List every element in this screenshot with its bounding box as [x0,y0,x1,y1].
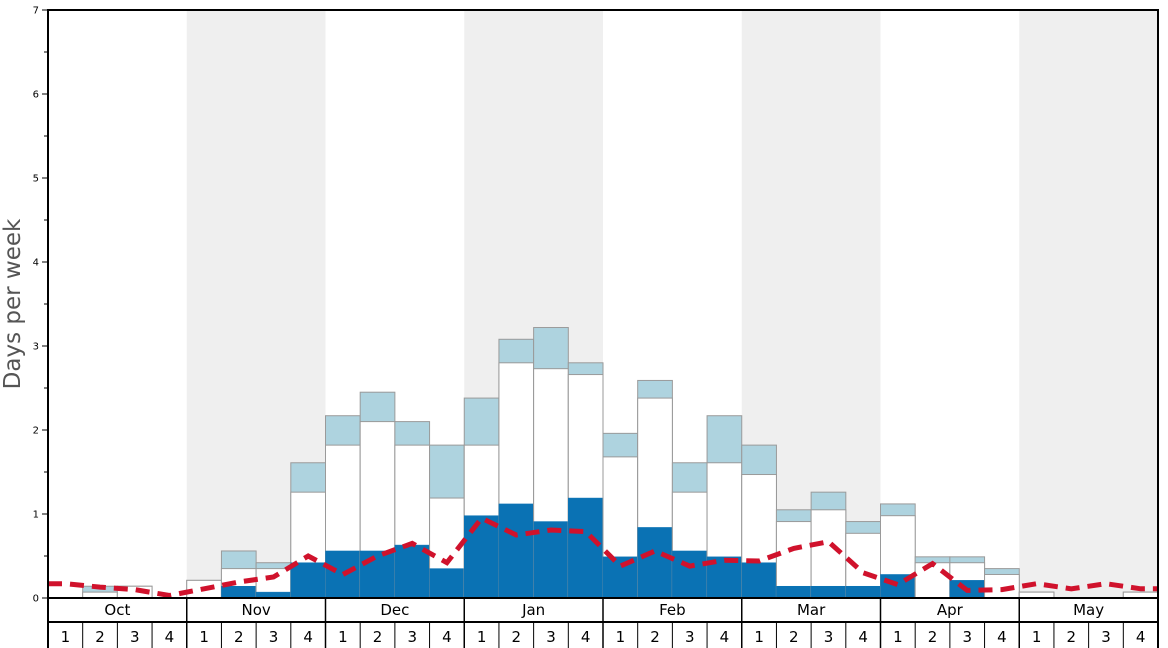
week-label: 4 [1136,628,1146,646]
week-label: 4 [303,628,313,646]
week-label: 4 [165,628,175,646]
month-label-dec: Dec [380,601,409,619]
bar-lower [498,503,534,599]
axes [42,9,1159,648]
y-tick-label: 5 [33,174,39,185]
week-label: 4 [858,628,868,646]
week-label: 3 [130,628,140,646]
bar-middle [810,509,847,599]
week-label: 1 [1032,628,1042,646]
week-label: 4 [581,628,591,646]
week-label: 3 [685,628,695,646]
week-label: 4 [442,628,452,646]
week-label: 3 [962,628,972,646]
week-label: 2 [234,628,244,646]
bar-lower [359,550,396,599]
bar-lower [429,568,465,599]
bar-lower [810,585,847,599]
bar-lower [325,550,361,599]
month-label-oct: Oct [104,601,130,619]
week-label: 2 [650,628,660,646]
y-tick-label: 2 [33,426,39,437]
y-tick-label: 7 [33,6,39,17]
week-label: 4 [997,628,1007,646]
week-label: 3 [407,628,417,646]
axis-labels: Oct Nov Dec Jan Feb Mar Apr May 1 2 3 4 1 2 3 4 1 2 3 4 1 2 3 4… [0,6,1145,647]
month-label-nov: Nov [241,601,270,619]
bar-middle [914,562,951,599]
y-tick-label: 6 [33,90,39,101]
average-line [48,515,1158,599]
week-label: 3 [269,628,279,646]
bar-lower [290,562,326,599]
week-label: 2 [928,628,938,646]
week-label: 1 [338,628,348,646]
month-label-feb: Feb [659,601,686,619]
bar-lower [741,562,777,599]
month-label-mar: Mar [797,601,826,619]
week-label: 4 [720,628,730,646]
month-label-apr: Apr [937,601,964,619]
week-label: 1 [893,628,903,646]
bar-lower [637,527,673,599]
y-tick-label: 3 [33,342,39,353]
week-label: 3 [824,628,834,646]
week-label: 2 [512,628,522,646]
bar-middle [775,521,812,599]
week-label: 1 [61,628,71,646]
month-shading [186,10,1158,598]
bar-lower [845,585,881,599]
week-label: 1 [199,628,209,646]
y-tick-label: 0 [33,594,39,605]
week-label: 2 [95,628,105,646]
bar-lower [568,497,604,599]
bar-lower [221,585,257,599]
y-tick-label: 4 [33,258,39,269]
y-axis-title: Days per week [0,218,26,389]
month-label-jan: Jan [521,601,545,619]
week-label: 1 [477,628,487,646]
week-label: 2 [789,628,799,646]
bar-lower [776,585,812,599]
week-label: 2 [373,628,383,646]
week-label: 1 [616,628,626,646]
week-label: 2 [1067,628,1077,646]
month-label-may: May [1073,601,1104,619]
bar-lower [464,515,500,599]
week-label: 1 [754,628,764,646]
week-label: 3 [546,628,556,646]
week-label: 3 [1101,628,1111,646]
y-tick-label: 1 [33,510,39,521]
bar-lower [394,544,430,599]
bar-lower [672,550,708,599]
month-shade-may [1019,10,1158,598]
average-dashed-line [48,515,1158,599]
